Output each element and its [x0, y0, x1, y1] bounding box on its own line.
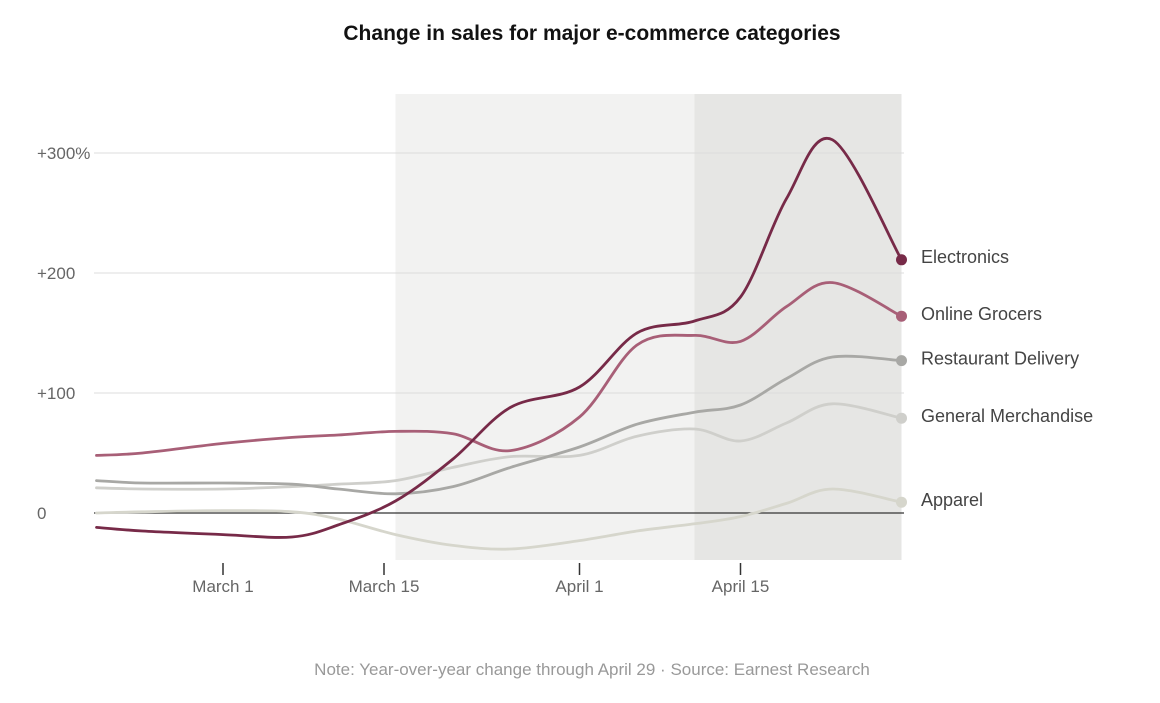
- y-axis: +300% +200 +100 0: [37, 144, 90, 523]
- y-tick-label: +300%: [37, 144, 90, 163]
- series-line-electronics: [95, 136, 903, 539]
- series-line-online-grocers: [95, 281, 903, 457]
- shaded-periods: [395, 94, 902, 560]
- x-axis: March 1 March 15 April 1 April 15: [192, 563, 769, 596]
- series-label-apparel: Apparel: [921, 490, 983, 510]
- series-endpoint-general-merchandise: [896, 412, 907, 424]
- gridlines: [94, 152, 904, 514]
- series-line-apparel: [95, 487, 903, 551]
- series-labels: Apparel General Merchandise Restaurant Del…: [921, 247, 1093, 510]
- series-endpoint-electronics: [896, 254, 907, 266]
- series-endpoint-apparel: [896, 496, 907, 508]
- x-tick-label: April 15: [712, 577, 770, 596]
- series-label-online-grocers: Online Grocers: [921, 304, 1042, 324]
- shaded-period-1: [694, 94, 902, 560]
- y-tick-label: +200: [37, 264, 75, 283]
- x-tick-label: March 1: [192, 577, 253, 596]
- series-line-general-merchandise: [95, 402, 903, 491]
- series-endpoint-restaurant-delivery: [896, 355, 907, 367]
- series-label-restaurant-delivery: Restaurant Delivery: [921, 349, 1079, 369]
- series-label-electronics: Electronics: [921, 247, 1009, 267]
- y-tick-label: 0: [37, 504, 46, 523]
- series-label-general-merchandise: General Merchandise: [921, 406, 1093, 426]
- series-endpoint-online-grocers: [896, 310, 907, 322]
- shaded-period-0: [395, 94, 695, 560]
- series-lines: [95, 136, 907, 551]
- series-line-restaurant-delivery: [95, 354, 903, 496]
- x-tick-label: April 1: [555, 577, 603, 596]
- y-tick-label: +100: [37, 384, 75, 403]
- chart-note: Note: Year-over-year change through Apri…: [314, 660, 870, 679]
- chart-title: Change in sales for major e-commerce cat…: [343, 22, 840, 45]
- x-tick-label: March 15: [349, 577, 420, 596]
